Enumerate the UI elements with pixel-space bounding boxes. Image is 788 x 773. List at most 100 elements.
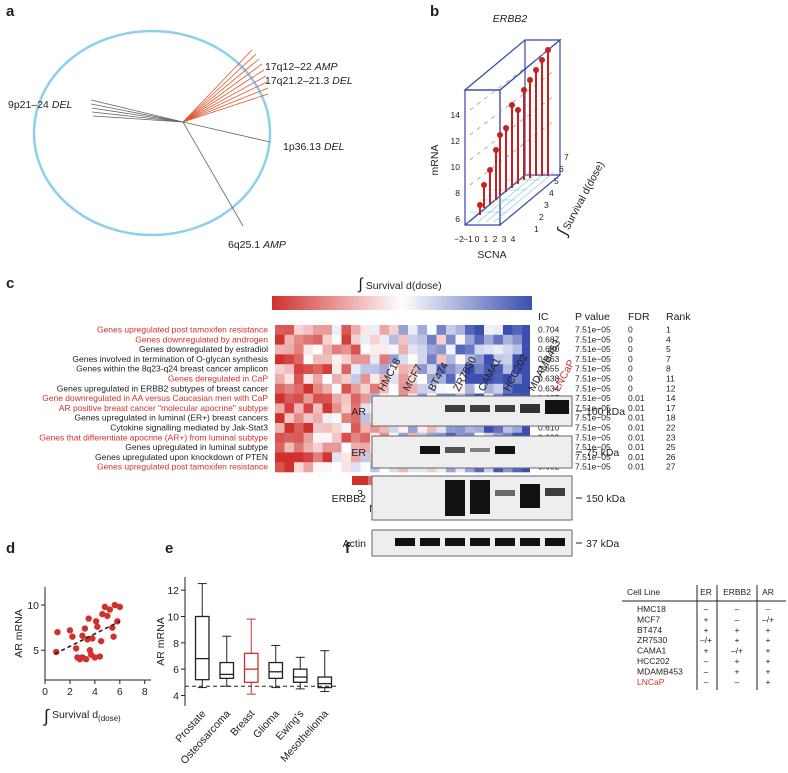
x-tick-label: 2 (493, 234, 498, 244)
x-tick-label: 3 (502, 234, 507, 244)
stat-p: 7.51e−05 (575, 432, 611, 442)
size-label: 100 kDa (586, 406, 625, 418)
y-tick-label: 10 (451, 162, 461, 172)
stat-fdr: 0.01 (628, 442, 645, 452)
region-label: 1p36.13 DEL (283, 141, 345, 153)
stat-p: 7.51e−05 (575, 344, 611, 354)
x-label: SCNA (477, 249, 506, 261)
cell-line: LNCaP (637, 677, 665, 687)
heat-cell (303, 432, 314, 443)
heat-cell (294, 354, 304, 365)
heat-cell (284, 354, 295, 365)
heat-cell (294, 393, 304, 404)
x-label-text: Survival d (52, 709, 98, 721)
heat-cell (341, 344, 352, 355)
heat-cell (275, 393, 285, 404)
table-header: ER (700, 587, 712, 597)
heat-cell (351, 393, 361, 404)
gene-set: Genes downregulated by estradiol (139, 344, 268, 354)
point (91, 654, 99, 661)
heat-cell (512, 344, 523, 355)
heat-cell (303, 325, 314, 336)
stat-p: 7.51e−05 (575, 462, 611, 472)
heat-cell (341, 423, 352, 434)
region: 6q25.1 (228, 239, 260, 251)
heat-cell (474, 364, 485, 375)
point (94, 623, 101, 630)
stat-ic: 0.634 (538, 383, 560, 393)
heat-cell (332, 432, 342, 443)
cell-line: HMC18 (637, 604, 666, 614)
heat-cell (341, 334, 352, 345)
region: 17q12–22 (265, 61, 312, 73)
heat-cell (417, 374, 428, 385)
heat-cell (493, 334, 504, 345)
status: – (704, 656, 709, 666)
stat-rank: 23 (666, 432, 676, 442)
heat-cell (417, 325, 428, 336)
heat-cell (446, 344, 456, 355)
heat-cell (332, 325, 342, 336)
table-header: Cell Line (627, 587, 660, 597)
heat-cell (294, 413, 304, 424)
z-label-text: Survival d(dose) (561, 159, 607, 232)
heat-cell (313, 383, 323, 394)
panel-label: a (6, 3, 15, 20)
event: DEL (332, 75, 353, 87)
legend-tick: 3 (357, 488, 363, 500)
y-label: AR mRNA (155, 617, 167, 665)
heat-cell (408, 325, 418, 336)
heat-cell (294, 442, 304, 453)
heat-cell (465, 374, 475, 385)
stat-p: 7.51e−05 (575, 383, 611, 393)
heat-cell (408, 423, 418, 434)
heat-cell (493, 364, 504, 375)
status: + (704, 646, 709, 656)
heat-cell (322, 462, 333, 473)
region-label: 9p21–24 DEL (8, 99, 72, 111)
heat-cell (465, 383, 475, 394)
y-tick-label: 12 (451, 136, 461, 146)
heat-cell (360, 432, 371, 443)
legend-swatch (352, 476, 368, 485)
status: – (766, 604, 771, 614)
gene-set: Genes deregulated in CaP (168, 374, 269, 384)
heat-cell (408, 364, 418, 375)
heat-cell (351, 452, 361, 463)
heat-cell (332, 354, 342, 365)
heat-cell (427, 334, 437, 345)
side-strip (522, 354, 530, 365)
heat-cell (427, 364, 437, 375)
heat-cell (465, 334, 475, 345)
heat-cell (436, 354, 447, 365)
heat-cell (408, 383, 418, 394)
stat-ic: 0.610 (538, 423, 560, 433)
heat-cell (303, 462, 314, 473)
status: –/+ (762, 614, 774, 624)
status: + (735, 666, 740, 676)
stat-rank: 18 (666, 413, 676, 423)
x-tick-label: 1 (484, 234, 489, 244)
heat-cell (332, 413, 342, 424)
heat-cell (446, 354, 456, 365)
stat-ic: 0.704 (538, 325, 560, 335)
heat-cell (303, 452, 314, 463)
heat-cell (303, 354, 314, 365)
heat-cell (493, 374, 504, 385)
point (99, 610, 106, 618)
heat-cell (284, 393, 295, 404)
heat-cell (275, 432, 285, 443)
stat-ic: 0.687 (538, 334, 560, 344)
heat-cell (313, 393, 323, 404)
heat-cell (417, 334, 428, 345)
heat-cell (275, 383, 285, 394)
point (97, 637, 105, 645)
point (85, 615, 92, 622)
heat-cell (332, 452, 342, 463)
heat-cell (294, 423, 304, 434)
stems (479, 50, 549, 215)
heat-cell (370, 383, 380, 394)
heat-cell (360, 334, 371, 345)
heat-cell (294, 403, 304, 414)
column-header: FDR (628, 311, 650, 323)
